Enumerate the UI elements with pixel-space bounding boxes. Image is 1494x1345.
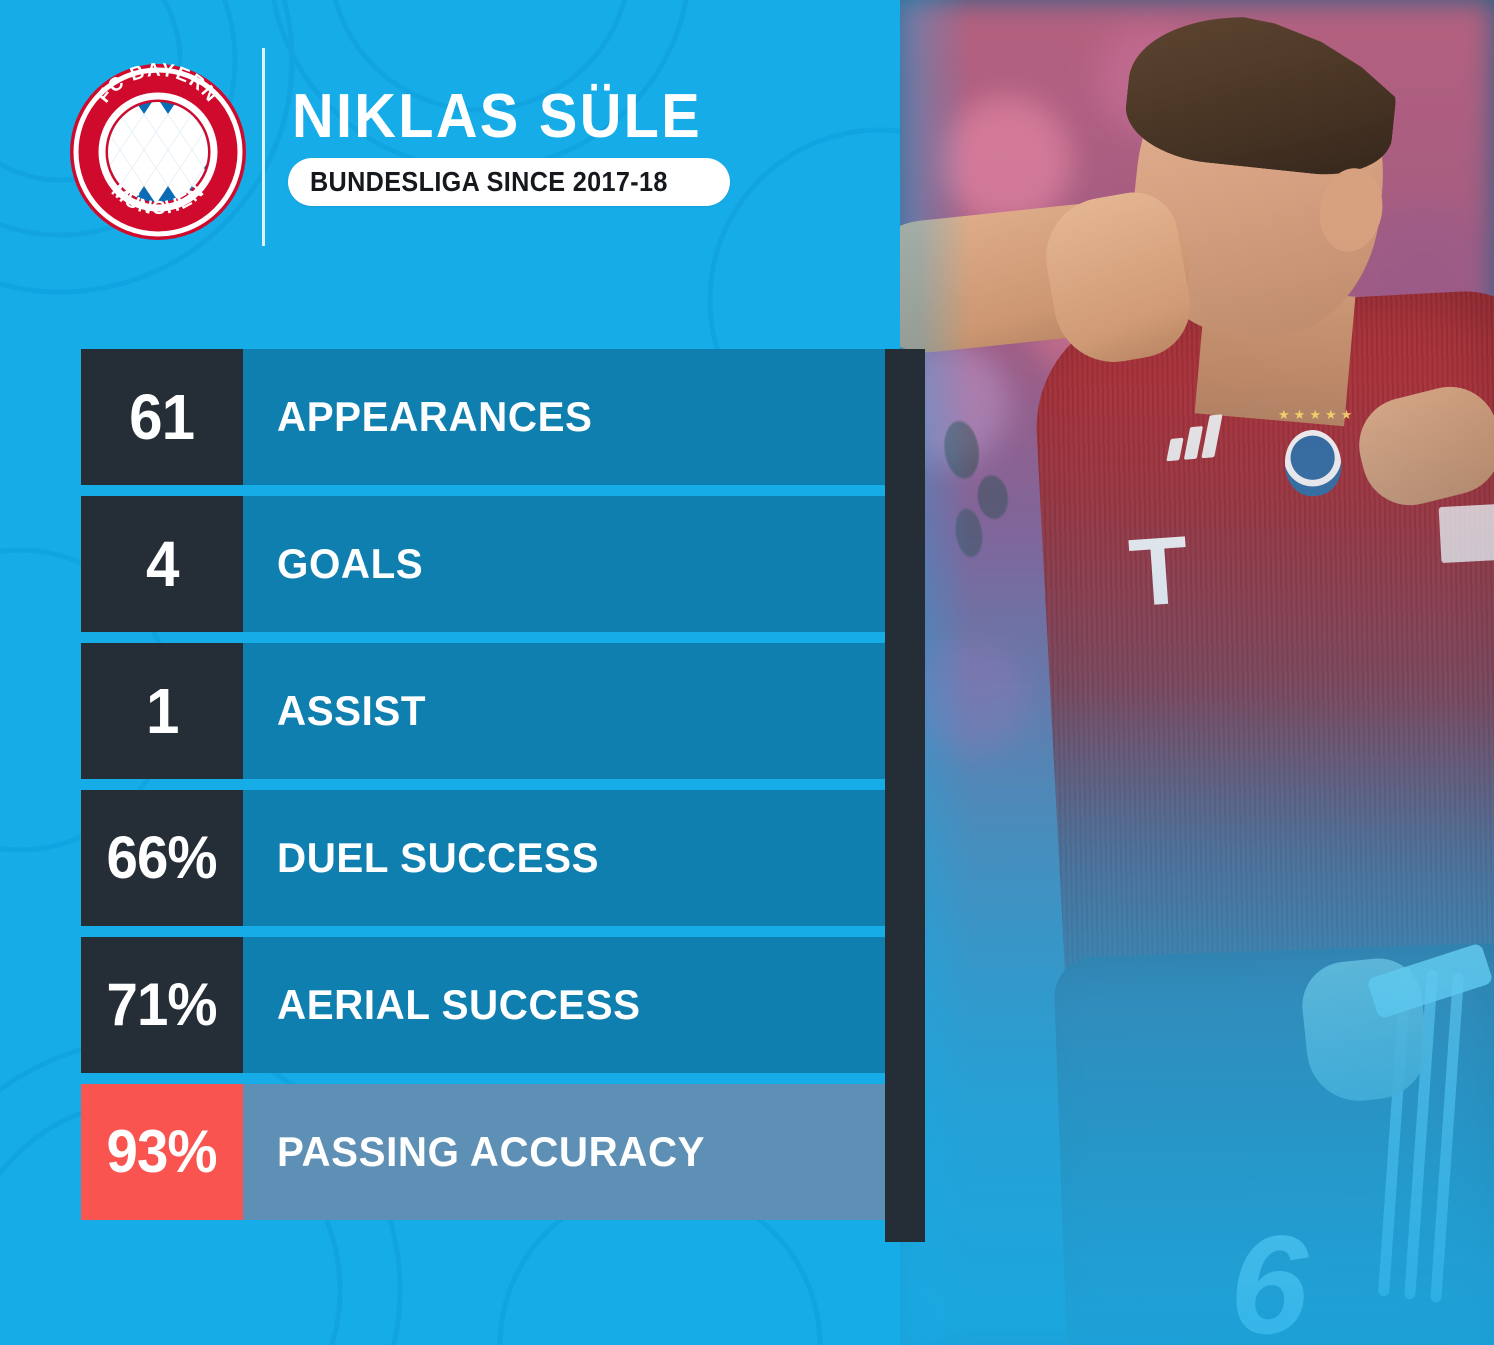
stat-label: DUEL SUCCESS: [277, 834, 600, 881]
stat-label: APPEARANCES: [277, 393, 593, 440]
header: FC BAYERN MÜNCHEN NIKLAS SÜLE BUNDESLIGA…: [0, 0, 900, 300]
stat-label: GOALS: [277, 540, 424, 587]
stat-label-bar: ASSIST: [243, 643, 885, 779]
stat-value-box: 61: [81, 349, 243, 485]
stat-value: 66%: [106, 824, 218, 891]
stat-label-bar: PASSING ACCURACY: [243, 1084, 885, 1220]
stat-row: 66% DUEL SUCCESS: [81, 790, 885, 926]
stat-label-bar: APPEARANCES: [243, 349, 885, 485]
stat-value-box: 93%: [81, 1084, 243, 1220]
stat-value: 71%: [106, 971, 218, 1038]
stat-row: 71% AERIAL SUCCESS: [81, 937, 885, 1073]
stat-value-box: 1: [81, 643, 243, 779]
stat-value: 4: [145, 528, 179, 600]
fc-bayern-munchen-crest-icon: FC BAYERN MÜNCHEN: [68, 60, 248, 242]
stat-label: AERIAL SUCCESS: [277, 981, 641, 1028]
stat-value-box: 66%: [81, 790, 243, 926]
photo-blue-gradient-overlay: [900, 0, 1494, 1345]
stat-label-bar: DUEL SUCCESS: [243, 790, 885, 926]
player-photo: ★★★★★ T 6: [900, 0, 1494, 1345]
stat-row: 93% PASSING ACCURACY: [81, 1084, 885, 1220]
stat-label: PASSING ACCURACY: [277, 1128, 706, 1175]
stat-value-box: 4: [81, 496, 243, 632]
subtitle-badge: BUNDESLIGA SINCE 2017-18: [288, 158, 730, 206]
stats-panel-spine: [885, 349, 925, 1242]
stat-label-bar: AERIAL SUCCESS: [243, 937, 885, 1073]
header-divider: [262, 48, 265, 246]
stat-label-bar: GOALS: [243, 496, 885, 632]
stat-row: 1 ASSIST: [81, 643, 885, 779]
photo-left-edge-overlay: [900, 0, 1494, 1345]
page-title: NIKLAS SÜLE: [292, 82, 702, 151]
stats-panel: 61 APPEARANCES 4 GOALS 1 ASSIST 66% DUEL SUCCES…: [81, 349, 925, 1242]
stat-value: 93%: [106, 1118, 218, 1185]
stat-value-box: 71%: [81, 937, 243, 1073]
stat-value: 1: [145, 675, 179, 747]
subtitle-badge-label: BUNDESLIGA SINCE 2017-18: [310, 166, 668, 197]
stat-value: 61: [129, 381, 195, 453]
stat-row: 4 GOALS: [81, 496, 885, 632]
stat-row: 61 APPEARANCES: [81, 349, 885, 485]
stat-label: ASSIST: [277, 687, 427, 734]
